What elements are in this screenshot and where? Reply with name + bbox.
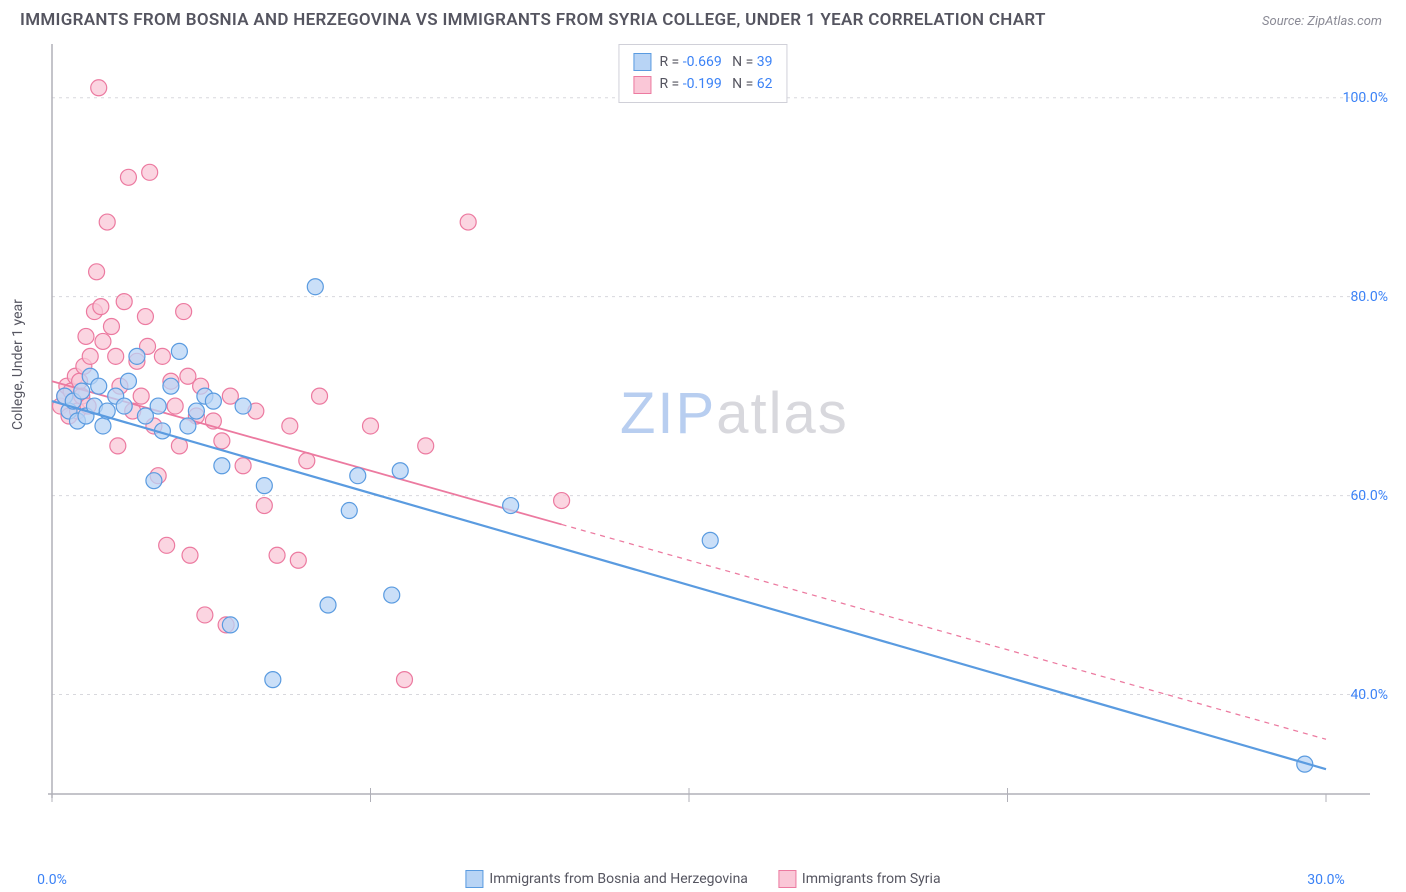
data-point [167, 398, 183, 414]
legend-swatch [633, 53, 651, 71]
data-point [137, 309, 153, 325]
data-point [120, 373, 136, 389]
data-point [116, 294, 132, 310]
data-point [176, 304, 192, 320]
data-point [103, 319, 119, 335]
data-point [320, 597, 336, 613]
data-point [188, 403, 204, 419]
y-tick-label: 80.0% [1350, 289, 1388, 305]
legend-item: Immigrants from Syria [778, 870, 941, 888]
data-point [180, 418, 196, 434]
data-point [312, 388, 328, 404]
data-point [150, 398, 166, 414]
data-point [93, 299, 109, 315]
series-legend: Immigrants from Bosnia and Herzegovina Im… [465, 870, 940, 888]
data-point [418, 438, 434, 454]
data-point [282, 418, 298, 434]
y-axis-label: College, Under 1 year [10, 299, 26, 430]
plot-svg [46, 40, 1376, 840]
source-attribution: Source: ZipAtlas.com [1262, 14, 1382, 29]
data-point [350, 468, 366, 484]
data-point [503, 498, 519, 514]
data-point [290, 552, 306, 568]
data-point [129, 348, 145, 364]
data-point [222, 617, 238, 633]
data-point [78, 328, 94, 344]
data-point [214, 458, 230, 474]
data-point [89, 264, 105, 280]
data-point [702, 532, 718, 548]
data-point [159, 537, 175, 553]
data-point [182, 547, 198, 563]
trend-line-dashed [562, 524, 1326, 739]
data-point [392, 463, 408, 479]
data-point [133, 388, 149, 404]
data-point [110, 438, 126, 454]
data-point [108, 348, 124, 364]
data-point [341, 503, 357, 519]
legend-swatch [778, 870, 796, 888]
data-point [95, 333, 111, 349]
data-point [91, 80, 107, 96]
data-point [146, 473, 162, 489]
data-point [269, 547, 285, 563]
y-tick-label: 40.0% [1350, 687, 1388, 703]
legend-label: Immigrants from Bosnia and Herzegovina [489, 871, 748, 887]
corr-legend-row: R = -0.669 N = 39 [633, 51, 772, 73]
y-tick-label: 60.0% [1350, 488, 1388, 504]
data-point [116, 398, 132, 414]
data-point [363, 418, 379, 434]
data-point [163, 378, 179, 394]
x-tick-label: 30.0% [1307, 872, 1345, 888]
data-point [235, 398, 251, 414]
data-point [91, 378, 107, 394]
data-point [384, 587, 400, 603]
data-point [554, 493, 570, 509]
chart-area [46, 40, 1376, 840]
data-point [256, 498, 272, 514]
data-point [120, 169, 136, 185]
data-point [99, 214, 115, 230]
data-point [95, 418, 111, 434]
corr-legend-row: R = -0.199 N = 62 [633, 73, 772, 95]
data-point [154, 348, 170, 364]
legend-swatch [465, 870, 483, 888]
correlation-legend: R = -0.669 N = 39R = -0.199 N = 62 [618, 44, 787, 103]
data-point [82, 348, 98, 364]
data-point [235, 458, 251, 474]
data-point [396, 672, 412, 688]
x-tick-label: 0.0% [37, 872, 67, 888]
data-point [256, 478, 272, 494]
data-point [205, 393, 221, 409]
data-point [265, 672, 281, 688]
data-point [74, 383, 90, 399]
legend-swatch [633, 76, 651, 94]
data-point [171, 343, 187, 359]
legend-label: Immigrants from Syria [802, 871, 941, 887]
data-point [214, 433, 230, 449]
data-point [197, 607, 213, 623]
data-point [142, 164, 158, 180]
y-tick-label: 100.0% [1343, 90, 1388, 106]
chart-title: IMMIGRANTS FROM BOSNIA AND HERZEGOVINA V… [20, 10, 1046, 30]
legend-item: Immigrants from Bosnia and Herzegovina [465, 870, 748, 888]
data-point [307, 279, 323, 295]
data-point [460, 214, 476, 230]
